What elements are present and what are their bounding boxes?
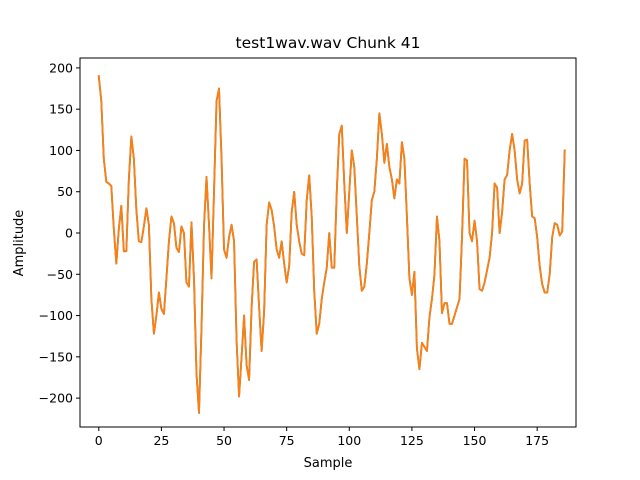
- y-axis-ticks: −200 −150 −100 −50 0 50 100 150 200: [39, 60, 80, 406]
- series-line-1: [97, 75, 566, 414]
- x-axis-ticks: 0 25 50 75 100 125 150 175: [95, 427, 549, 448]
- chart-title: test1wav.wav Chunk 41: [236, 34, 421, 52]
- x-axis-label: Sample: [304, 456, 353, 471]
- x-tick-label: 100: [337, 433, 361, 448]
- y-tick-label: 200: [49, 60, 73, 75]
- y-tick-label: −50: [47, 267, 73, 282]
- plot-frame: [79, 57, 577, 428]
- y-tick-label: 150: [49, 102, 73, 117]
- y-tick-label: −150: [39, 349, 73, 364]
- x-tick-label: 75: [279, 433, 295, 448]
- y-tick-label: 100: [49, 143, 73, 158]
- y-tick-label: −200: [39, 391, 73, 406]
- x-tick-label: 0: [95, 433, 103, 448]
- y-tick-label: 0: [65, 226, 73, 241]
- x-tick-label: 25: [153, 433, 169, 448]
- y-axis-label: Amplitude: [12, 210, 27, 277]
- y-tick-label: −100: [39, 308, 73, 323]
- x-tick-label: 150: [463, 433, 487, 448]
- x-tick-label: 175: [525, 433, 549, 448]
- series-layer: [97, 75, 566, 414]
- x-tick-label: 50: [216, 433, 232, 448]
- x-tick-label: 125: [400, 433, 424, 448]
- y-tick-label: 50: [57, 184, 73, 199]
